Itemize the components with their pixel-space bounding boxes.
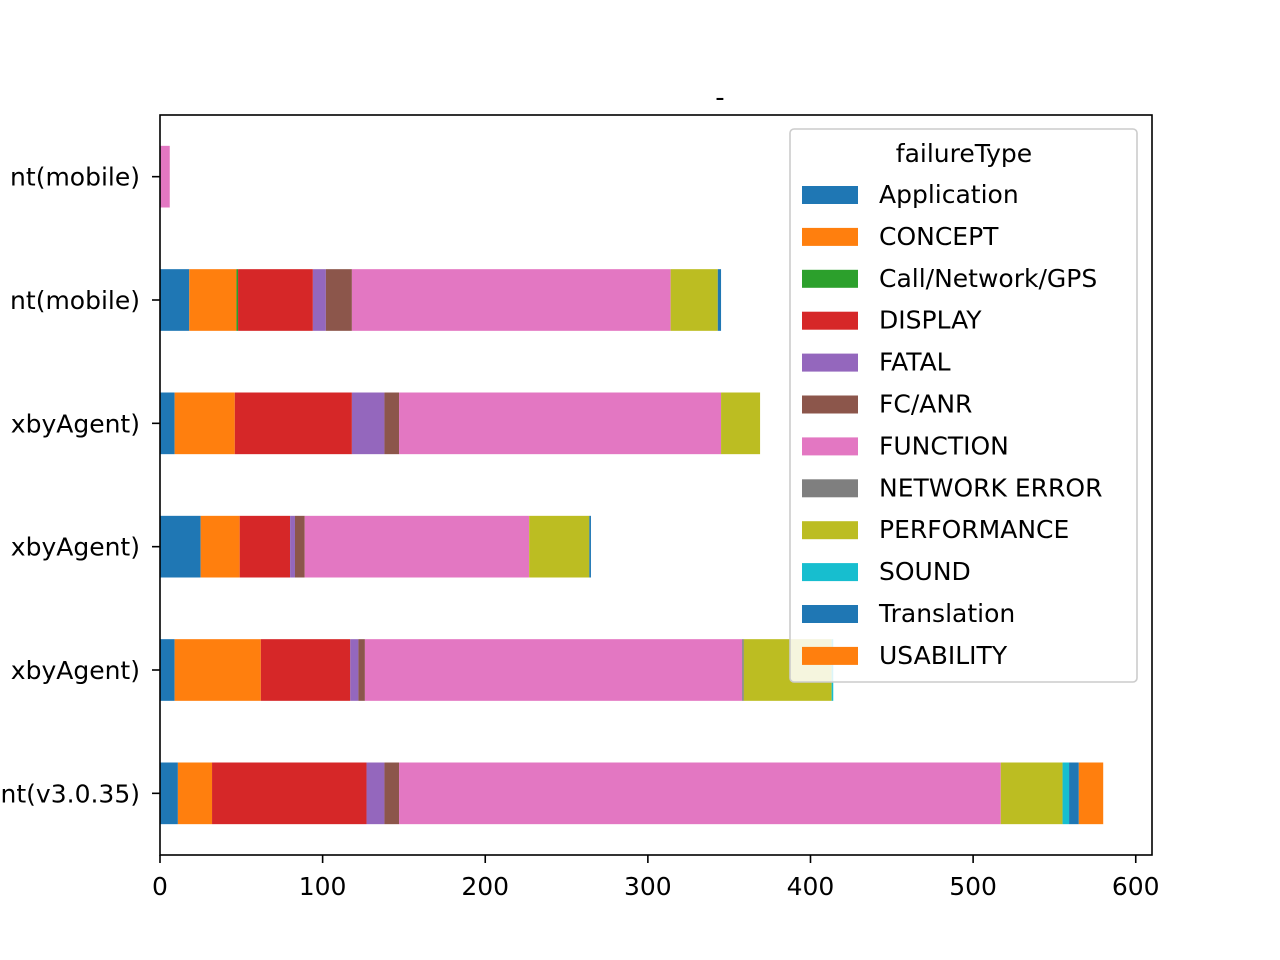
legend-swatch-9 [802,563,858,582]
bar-segment-4-5 [325,269,352,331]
bar-segment-1-0 [160,639,175,701]
x-axis: 0 100 200 300 400 500 600 [152,855,1160,901]
bar-segment-3-6 [399,392,722,455]
bars-layer [160,145,1104,825]
legend-title: failureType [896,139,1032,168]
bar-segment-0-9 [1062,762,1070,825]
y-tick-label-2: xbyAgent) [11,533,140,562]
y-axis: nt(v3.0.35) xbyAgent) xbyAgent) xbyAgent) nt… [1,163,160,808]
bar-segment-2-0 [160,515,201,578]
legend-label-10: Translation [878,599,1015,628]
legend-box [789,128,1138,683]
bar-segment-0-11 [1078,762,1104,825]
bar-segment-3-8 [721,392,761,455]
bar-segment-4-4 [312,269,326,331]
legend-swatch-11 [802,646,858,665]
x-tick-label-5: 500 [949,872,997,901]
bar-segment-3-1 [174,392,235,455]
bar-segment-2-3 [239,515,291,578]
y-tick-label-4: nt(mobile) [10,286,140,315]
bar-segment-0-8 [1000,762,1063,825]
plot-frame [159,114,1153,856]
legend-label-11: USABILITY [879,641,1008,670]
y-tick-label-3: xbyAgent) [11,409,140,438]
bar-segment-3-0 [160,392,175,455]
legend-label-3: DISPLAY [879,306,982,335]
bar-segment-1-1 [174,639,261,701]
x-tick-label-4: 400 [787,872,835,901]
bar-segment-0-10 [1069,762,1079,825]
legend-swatch-10 [802,605,858,623]
bar-segment-2-10 [589,515,591,578]
bar-segment-4-8 [670,269,718,331]
x-tick-label-6: 600 [1112,872,1160,901]
legend-label-8: PERFORMANCE [879,515,1069,544]
legend-label-0: Application [879,180,1019,209]
bar-segment-2-4 [290,515,295,578]
legend-label-4: FATAL [879,348,951,377]
bar-segment-2-1 [200,515,240,578]
legend-swatch-4 [802,353,858,372]
legend-items: Application CONCEPT Call/Network/GPS DISPLA… [802,180,1102,670]
bar-segment-1-7 [742,639,744,701]
bar-segment-4-0 [160,269,190,331]
legend-label-5: FC/ANR [879,390,972,419]
legend-label-9: SOUND [879,557,971,586]
bar-segment-3-4 [351,392,385,455]
legend-swatch-3 [802,311,858,330]
bar-segment-1-6 [364,639,743,701]
y-tick-label-5: nt(mobile) [10,163,140,192]
legend-label-1: CONCEPT [879,222,999,251]
x-tick-label-0: 0 [152,872,168,901]
x-tick-label-1: 100 [299,872,347,901]
y-tick-label-1: xbyAgent) [11,656,140,685]
bar-segment-1-5 [358,639,365,701]
legend-swatch-0 [802,186,858,204]
legend-label-6: FUNCTION [879,431,1009,460]
bar-segment-4-10 [717,269,722,331]
x-tick-label-2: 200 [461,872,509,901]
legend: failureType Application CONCEPT Call/Netwo… [789,128,1138,683]
bar-segment-2-6 [304,515,530,578]
chart-title: - [715,83,724,113]
bar-segment-3-5 [384,392,400,455]
legend-swatch-5 [802,395,858,414]
bar-segment-2-5 [294,515,305,578]
bar-segment-4-6 [351,269,671,331]
x-tick-label-3: 300 [624,872,672,901]
y-tick-label-0: nt(v3.0.35) [1,779,140,808]
legend-label-7: NETWORK ERROR [879,473,1102,502]
bar-segment-3-3 [234,392,352,455]
bar-segment-0-6 [399,762,1001,825]
bar-segment-0-4 [366,762,385,825]
bar-segment-0-5 [384,762,400,825]
bar-segment-0-1 [177,762,213,825]
legend-swatch-6 [802,437,858,456]
bar-segment-2-8 [529,515,590,578]
legend-label-2: Call/Network/GPS [879,264,1097,293]
bar-segment-4-3 [238,269,313,331]
bar-segment-1-3 [260,639,351,701]
bar-segment-4-1 [189,269,237,331]
bar-segment-4-2 [236,269,239,331]
bar-segment-1-4 [350,639,359,701]
bar-segment-0-3 [212,762,367,825]
bar-segment-0-0 [160,762,178,825]
legend-swatch-7 [802,479,858,498]
legend-swatch-2 [802,269,858,288]
bar-segment-5-6 [160,145,170,208]
legend-swatch-8 [802,521,858,540]
legend-swatch-1 [802,227,858,246]
